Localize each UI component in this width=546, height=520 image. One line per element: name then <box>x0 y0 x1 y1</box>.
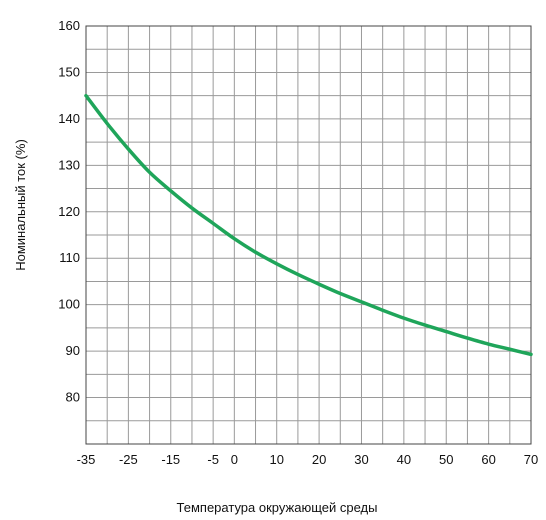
y-tick-label: 160 <box>58 18 80 33</box>
y-tick-label: 130 <box>58 157 80 172</box>
x-axis-ticks: -35 -25 -15 -5 0 10 20 30 40 50 60 70 <box>77 452 539 467</box>
x-tick-label: 10 <box>269 452 283 467</box>
series-line <box>84 93 533 357</box>
y-tick-label: 140 <box>58 111 80 126</box>
x-tick-label: 40 <box>397 452 411 467</box>
x-axis-title: Температура окружающей среды <box>177 500 378 515</box>
x-tick-label: 60 <box>481 452 495 467</box>
y-tick-label: 90 <box>66 343 80 358</box>
y-tick-label: 80 <box>66 390 80 405</box>
x-tick-label: -25 <box>119 452 138 467</box>
y-tick-label: 120 <box>58 204 80 219</box>
y-tick-label: 150 <box>58 64 80 79</box>
y-axis-title: Номинальный ток (%) <box>13 139 28 271</box>
y-tick-label: 110 <box>59 250 80 265</box>
plot-frame <box>85 25 532 445</box>
x-tick-label: 50 <box>439 452 453 467</box>
x-tick-label: -35 <box>77 452 96 467</box>
x-tick-label: -5 <box>207 452 219 467</box>
grid <box>85 25 532 445</box>
x-tick-label: -15 <box>161 452 180 467</box>
x-tick-label: 30 <box>354 452 368 467</box>
y-axis-ticks: 80 90 100 110 120 130 140 150 160 <box>58 18 80 405</box>
x-tick-label: 70 <box>524 452 538 467</box>
x-tick-label: 0 <box>231 452 238 467</box>
series-group <box>84 93 533 357</box>
y-tick-label: 100 <box>58 297 80 312</box>
x-tick-label: 20 <box>312 452 326 467</box>
